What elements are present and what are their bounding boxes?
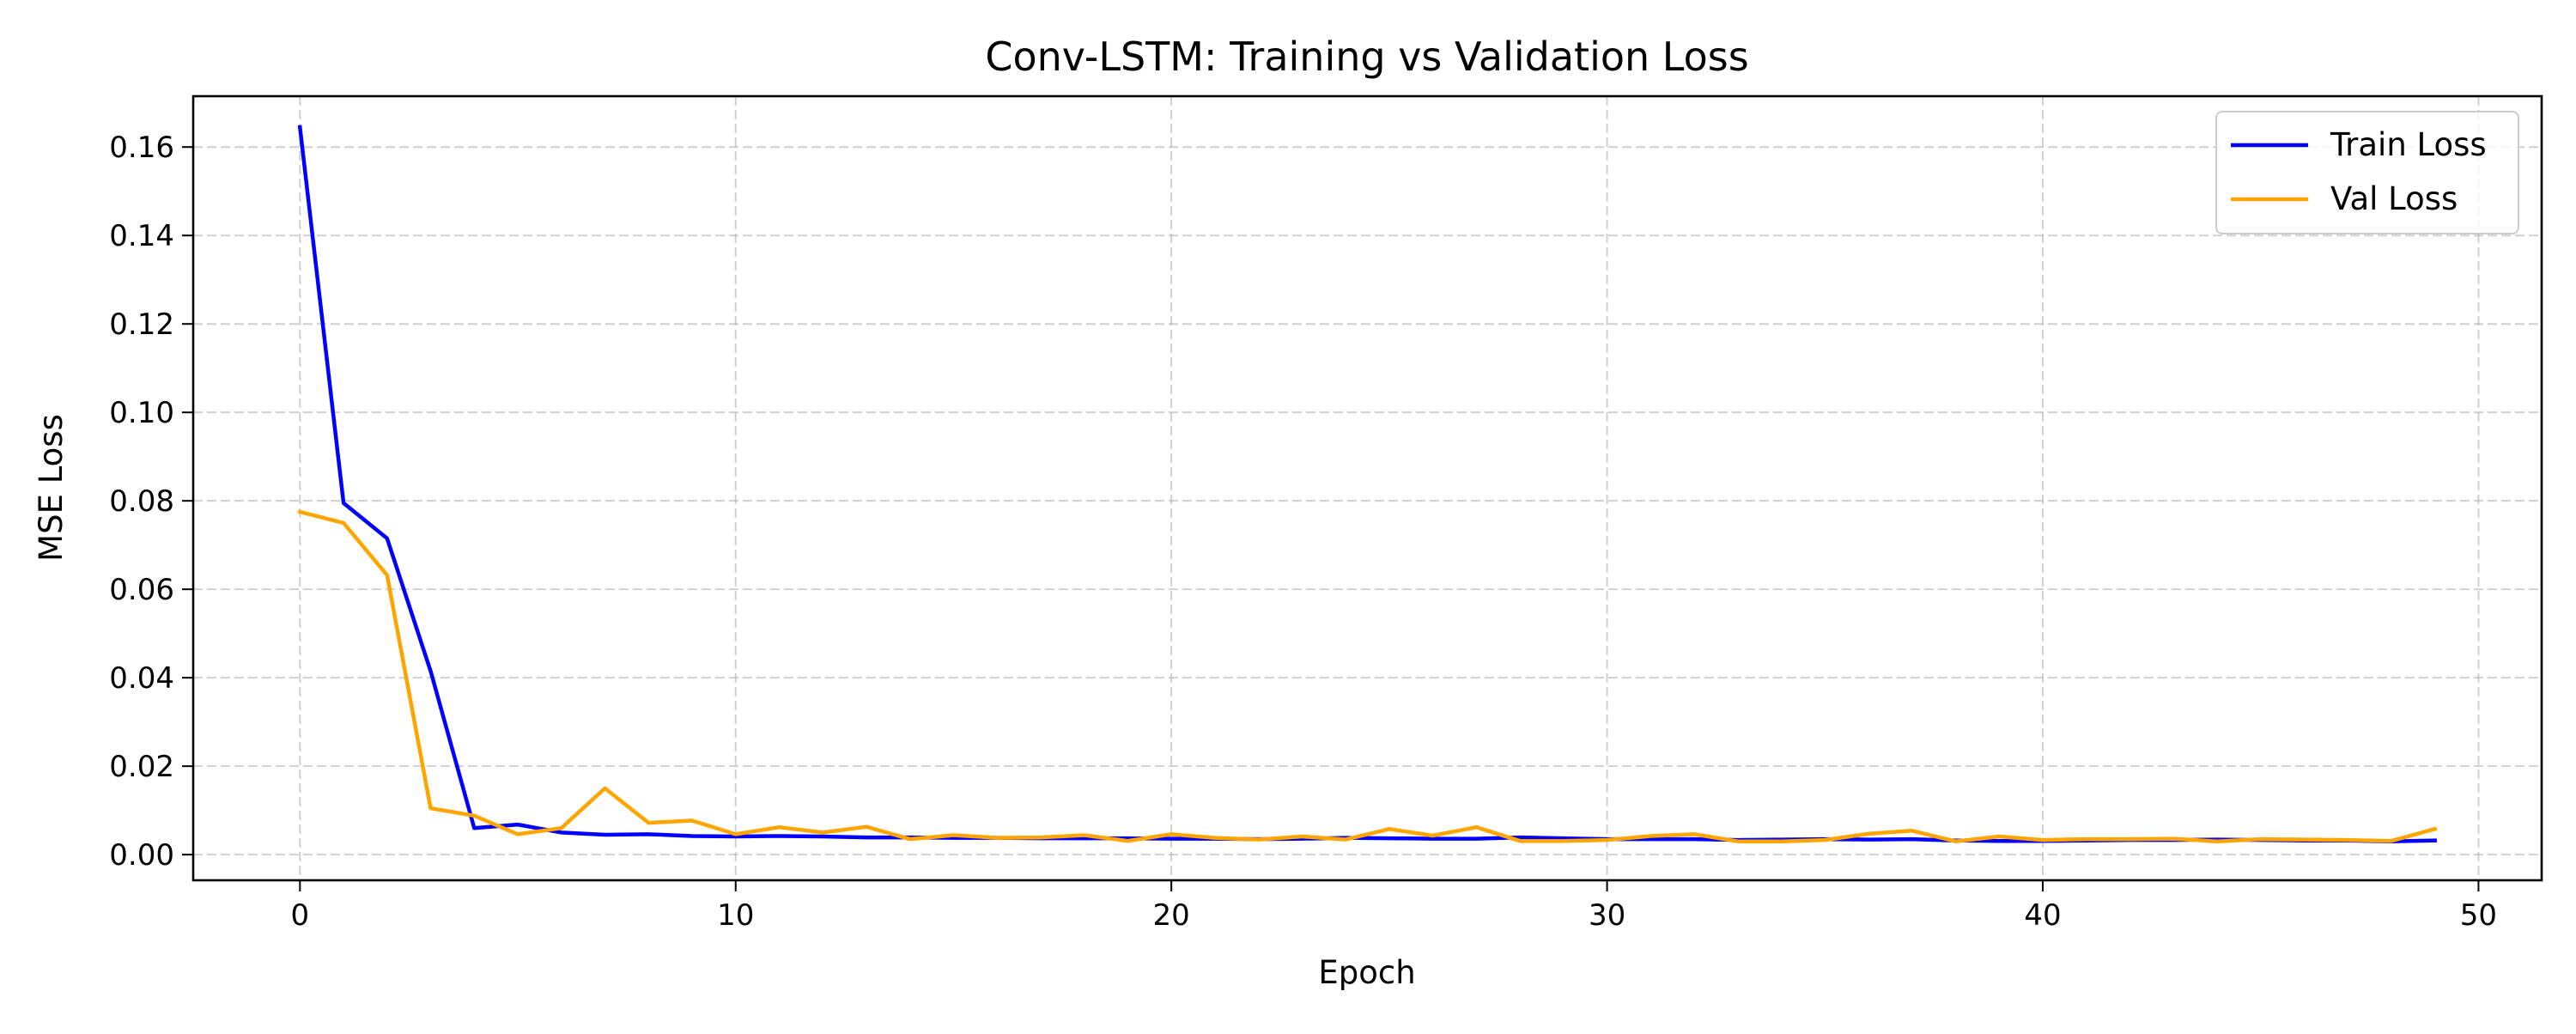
y-tick-label-0.08: 0.08 [109,484,174,519]
legend-label-val-loss: Val Loss [2330,180,2458,217]
y-tick-label-0.04: 0.04 [109,661,174,696]
x-tick-label-30: 30 [1589,898,1625,933]
y-tick-label-0.16: 0.16 [109,131,174,165]
x-tick-label-50: 50 [2460,898,2497,933]
legend-box [2215,111,2519,234]
y-tick-label-0.06: 0.06 [109,573,174,607]
x-tick-label-0: 0 [290,898,309,933]
chart-title: Conv-LSTM: Training vs Validation Loss [985,33,1748,80]
legend-label-train-loss: Train Loss [2330,126,2487,163]
axis-ticks: 0 10 20 30 40 50 0.00 0.02 0.04 0.06 0.08 0.10 0.12 0… [109,131,2497,933]
y-tick-label-0.00: 0.00 [109,838,174,873]
y-tick-label-0.10: 0.10 [109,396,174,430]
x-tick-label-10: 10 [717,898,754,933]
legend: Train Loss Val Loss [2215,111,2519,234]
y-tick-label-0.14: 0.14 [109,219,174,253]
y-axis-label: MSE Loss [33,414,70,562]
x-tick-label-20: 20 [1153,898,1190,933]
series-line-val-loss [297,509,2438,843]
y-tick-label-0.02: 0.02 [109,750,174,784]
x-axis-label: Epoch [1318,954,1415,991]
y-tick-label-0.12: 0.12 [109,307,174,342]
x-tick-label-40: 40 [2024,898,2061,933]
axes-frame [191,94,2543,882]
series-lines [297,125,2438,843]
